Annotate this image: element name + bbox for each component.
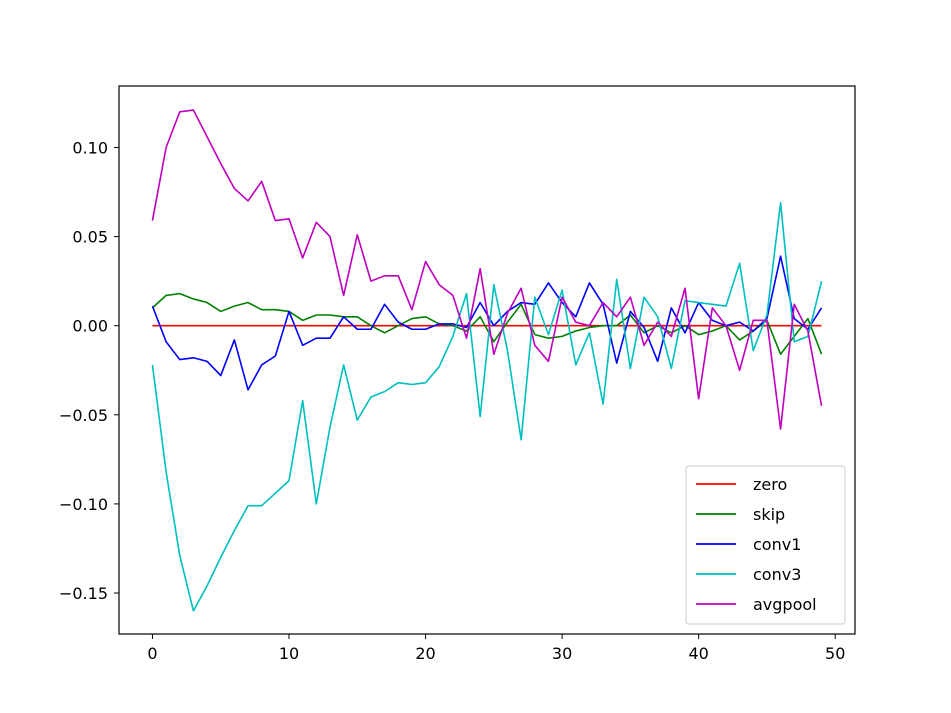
x-tick-label: 30 [552, 644, 572, 663]
y-tick-label: 0.00 [72, 317, 108, 336]
y-tick-label: −0.10 [59, 495, 108, 514]
legend-label-conv3: conv3 [753, 565, 801, 584]
legend-label-skip: skip [753, 505, 785, 524]
legend-box [685, 465, 846, 625]
legend-label-zero: zero [753, 475, 787, 494]
legend-label-conv1: conv1 [753, 535, 801, 554]
series-layer [151, 109, 823, 612]
series-line-skip [151, 292, 823, 356]
x-tick-label: 10 [279, 644, 299, 663]
legend-label-avgpool: avgpool [753, 595, 817, 614]
y-tick-label: −0.15 [59, 584, 108, 603]
x-tick-label: 20 [415, 644, 435, 663]
x-tick-label: 40 [688, 644, 708, 663]
x-axis: 0 10 20 30 40 50 [147, 634, 845, 663]
x-tick-label: 50 [825, 644, 845, 663]
y-tick-label: 0.05 [72, 228, 108, 247]
y-tick-label: −0.05 [59, 406, 108, 425]
x-tick-label: 0 [147, 644, 157, 663]
series-line-conv3 [151, 201, 823, 612]
legend: zero skip conv1 conv3 avgpool [685, 465, 846, 625]
series-line-avgpool [151, 109, 823, 430]
y-axis: 0.10 0.05 0.00 −0.05 −0.10 −0.15 [59, 138, 119, 603]
y-tick-label: 0.10 [72, 138, 108, 157]
